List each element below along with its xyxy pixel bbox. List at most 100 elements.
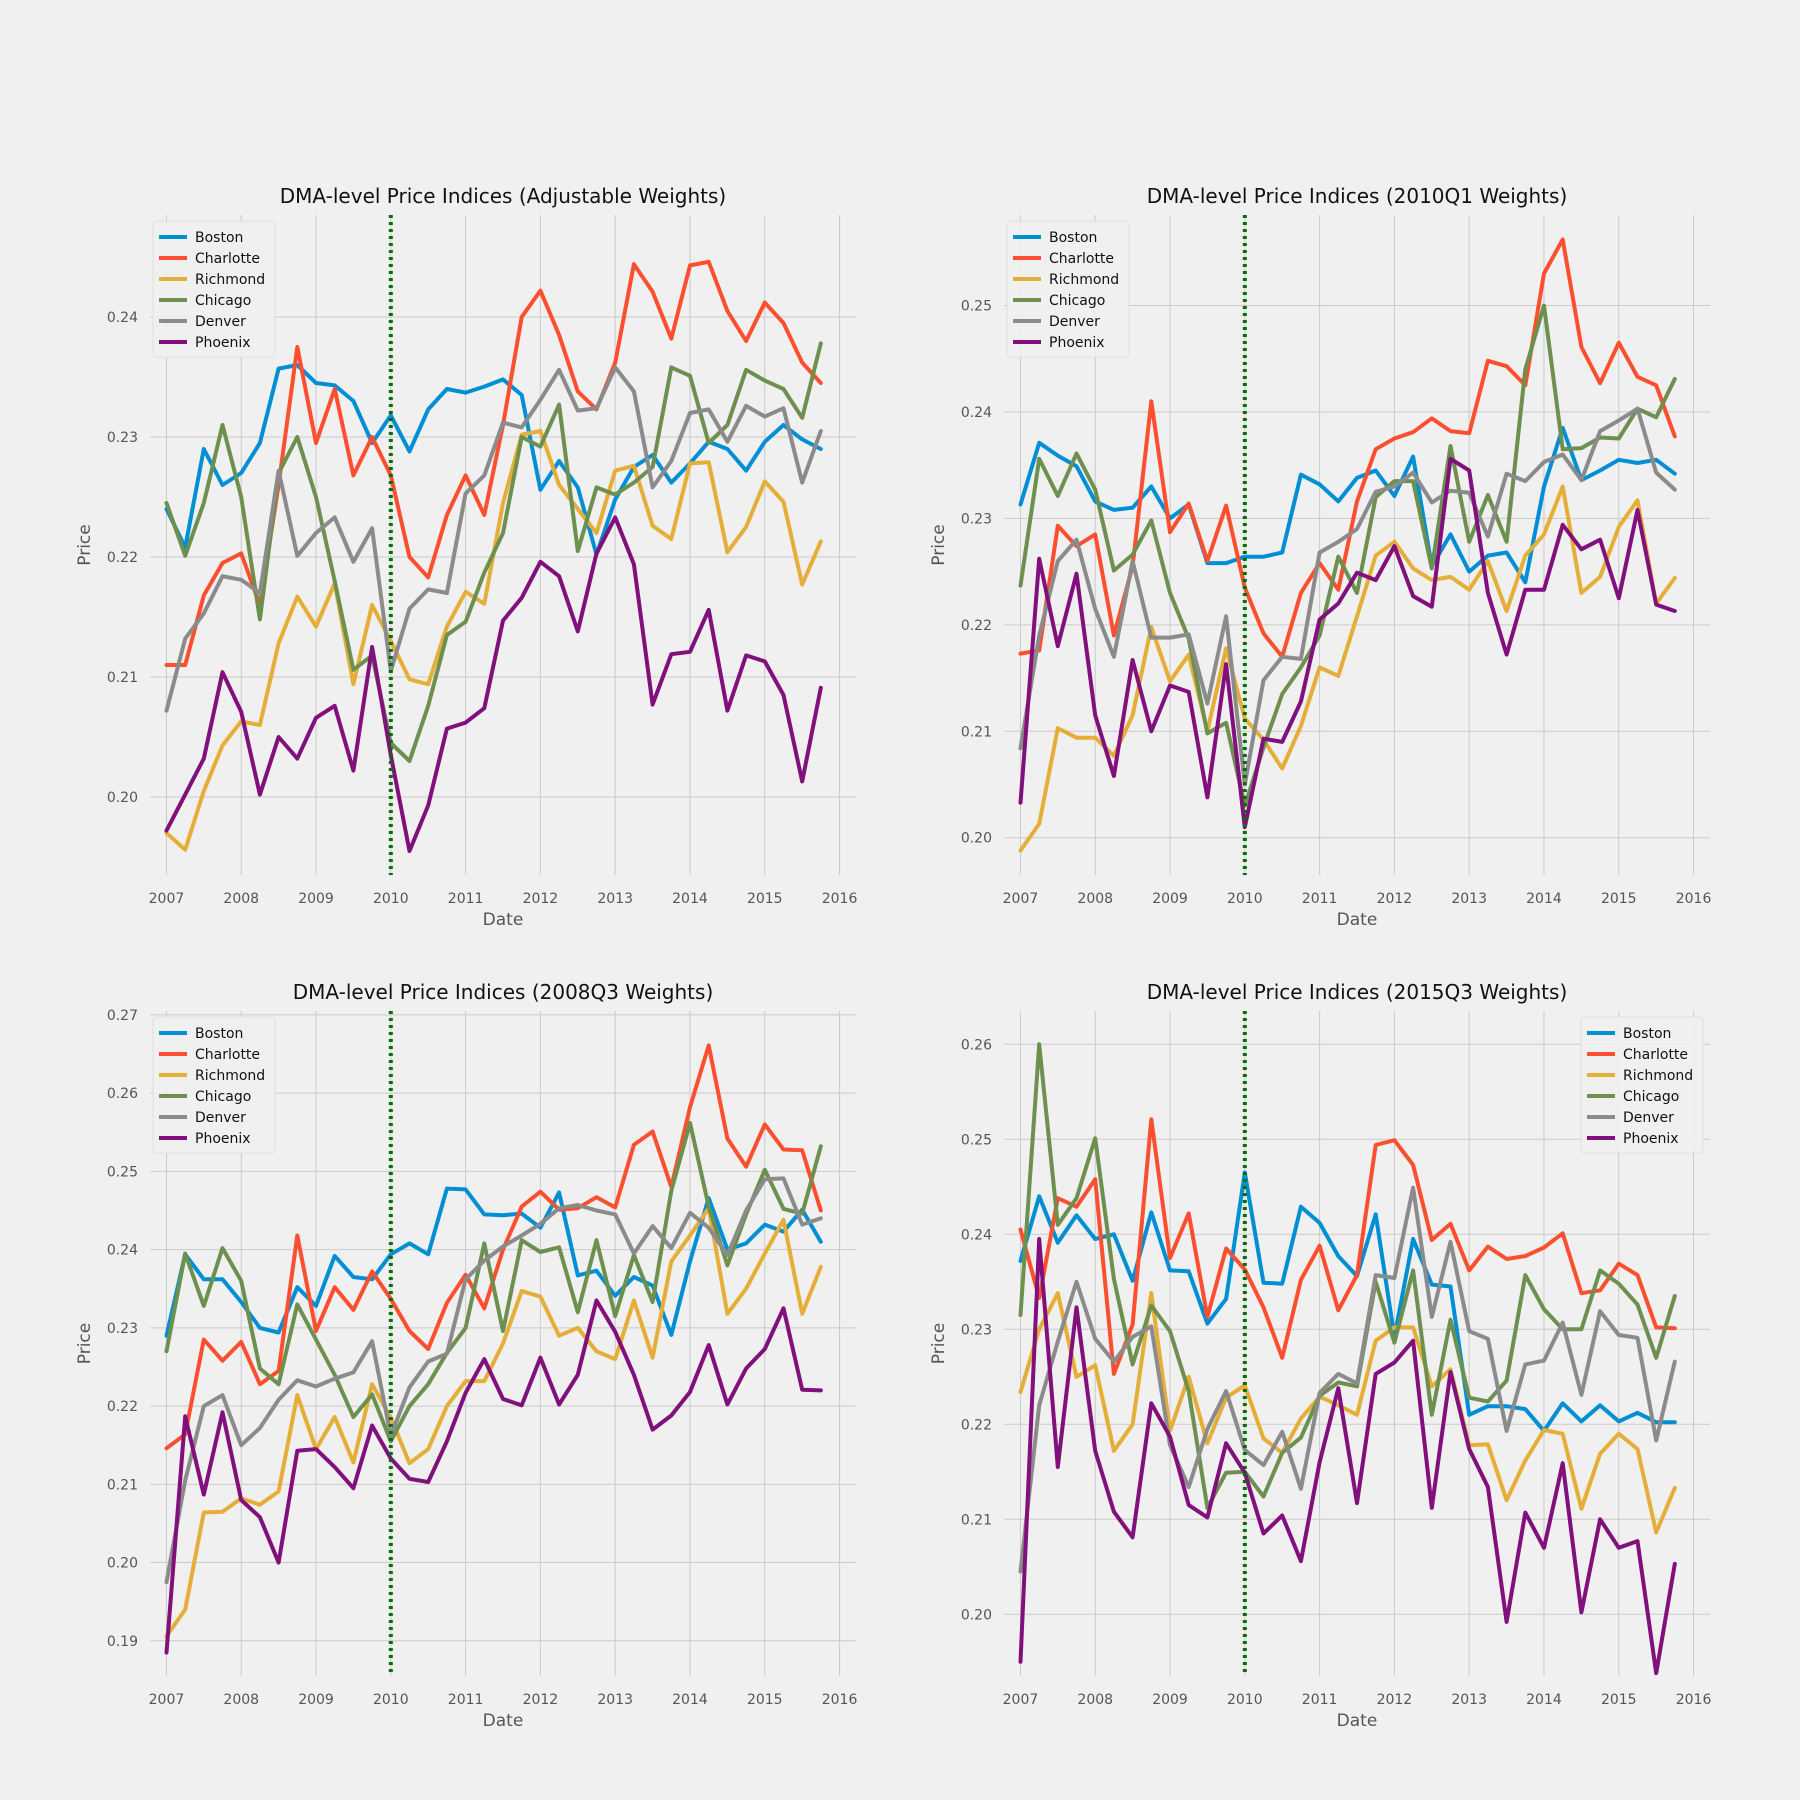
- legend-label: Charlotte: [1623, 1047, 1688, 1063]
- legend-label: Richmond: [1049, 272, 1119, 288]
- x-tick-label: 2007: [1003, 1692, 1039, 1708]
- legend-label: Denver: [195, 1110, 246, 1126]
- x-tick-label: 2011: [1302, 1692, 1338, 1708]
- x-tick-label: 2007: [149, 1692, 185, 1708]
- x-tick-label: 2016: [1676, 891, 1712, 907]
- series-line-charlotte: [1018, 1117, 1677, 1376]
- legend-label: Boston: [1623, 1026, 1671, 1042]
- legend: Boston Charlotte Richmond Chicago Denver Phoe…: [1006, 220, 1130, 358]
- y-tick-label: 0.24: [107, 310, 138, 326]
- chart-title: DMA-level Price Indices (2008Q3 Weights): [293, 980, 714, 1004]
- series-line-chicago: [164, 1120, 823, 1444]
- y-tick-label: 0.23: [961, 1322, 992, 1338]
- legend-label: Richmond: [1623, 1068, 1693, 1084]
- x-tick-label: 2014: [1526, 1692, 1562, 1708]
- legend-label: Denver: [1623, 1110, 1674, 1126]
- series-line-boston: [1018, 425, 1677, 585]
- y-tick-label: 0.21: [107, 1477, 138, 1493]
- series-line-richmond: [1018, 1291, 1677, 1535]
- y-tick-label: 0.25: [107, 1164, 138, 1180]
- y-tick-label: 0.21: [961, 724, 992, 740]
- y-axis-label: Price: [75, 1323, 95, 1364]
- y-tick-label: 0.19: [107, 1634, 138, 1650]
- series-line-boston: [164, 1186, 823, 1338]
- legend-label: Richmond: [195, 1068, 265, 1084]
- x-tick-label: 2010: [373, 1692, 409, 1708]
- x-tick-label: 2010: [1227, 1692, 1263, 1708]
- x-tick-label: 2015: [1601, 891, 1637, 907]
- series-line-denver: [164, 365, 823, 713]
- x-tick-label: 2012: [523, 1692, 559, 1708]
- x-tick-label: 2014: [1526, 891, 1562, 907]
- x-axis-label: Date: [483, 1711, 524, 1731]
- x-tick-label: 2008: [1077, 891, 1113, 907]
- x-tick-label: 2009: [298, 1692, 334, 1708]
- x-tick-label: 2013: [597, 891, 633, 907]
- legend-label: Chicago: [1623, 1089, 1679, 1105]
- x-tick-label: 2008: [223, 1692, 259, 1708]
- x-tick-label: 2015: [747, 891, 783, 907]
- y-axis-label: Price: [929, 524, 949, 565]
- y-tick-label: 0.20: [107, 1556, 138, 1572]
- legend-label: Denver: [195, 314, 246, 330]
- y-tick-label: 0.22: [961, 618, 992, 634]
- y-tick-label: 0.25: [961, 298, 992, 314]
- x-axis-label: Date: [1337, 1711, 1378, 1731]
- series-line-chicago: [1018, 303, 1677, 808]
- y-tick-label: 0.21: [961, 1512, 992, 1528]
- x-tick-label: 2009: [298, 891, 334, 907]
- x-tick-label: 2009: [1152, 1692, 1188, 1708]
- x-tick-label: 2015: [747, 1692, 783, 1708]
- x-tick-label: 2009: [1152, 891, 1188, 907]
- chart-title: DMA-level Price Indices (2015Q3 Weights): [1147, 980, 1568, 1004]
- y-tick-label: 0.25: [961, 1132, 992, 1148]
- legend-label: Phoenix: [1623, 1131, 1679, 1147]
- series-line-denver: [1018, 1185, 1677, 1574]
- y-tick-label: 0.20: [961, 1607, 992, 1623]
- legend-label: Charlotte: [1049, 251, 1114, 267]
- y-tick-label: 0.21: [107, 670, 138, 686]
- y-axis-label: Price: [75, 524, 95, 565]
- x-axis-label: Date: [1337, 910, 1378, 930]
- x-axis-label: Date: [483, 910, 524, 930]
- legend-label: Richmond: [195, 272, 265, 288]
- x-tick-label: 2011: [448, 891, 484, 907]
- legend-label: Boston: [195, 230, 243, 246]
- x-tick-label: 2014: [672, 891, 708, 907]
- legend: Boston Charlotte Richmond Chicago Denver Phoe…: [152, 1016, 276, 1154]
- x-tick-label: 2012: [1377, 1692, 1413, 1708]
- x-tick-label: 2011: [1302, 891, 1338, 907]
- chart-panel-2: 2007 2008 2009 2010 2011 2012 2013 2014 2015 2016…: [929, 184, 1711, 930]
- x-tick-label: 2011: [448, 1692, 484, 1708]
- series-line-phoenix: [1018, 1237, 1677, 1676]
- x-tick-label: 2008: [1077, 1692, 1113, 1708]
- legend-label: Boston: [195, 1026, 243, 1042]
- y-tick-label: 0.24: [107, 1243, 138, 1259]
- legend-label: Denver: [1049, 314, 1100, 330]
- x-tick-label: 2012: [1377, 891, 1413, 907]
- x-tick-label: 2007: [149, 891, 185, 907]
- legend-label: Phoenix: [195, 1131, 251, 1147]
- y-tick-label: 0.22: [107, 1399, 138, 1415]
- series-line-boston: [164, 363, 823, 557]
- series-line-phoenix: [164, 515, 823, 853]
- legend-label: Charlotte: [195, 251, 260, 267]
- y-tick-label: 0.22: [107, 550, 138, 566]
- x-tick-label: 2014: [672, 1692, 708, 1708]
- y-tick-label: 0.23: [107, 1321, 138, 1337]
- y-tick-label: 0.23: [107, 430, 138, 446]
- y-tick-label: 0.24: [961, 1227, 992, 1243]
- x-tick-label: 2007: [1003, 891, 1039, 907]
- legend-label: Chicago: [195, 1089, 251, 1105]
- y-tick-label: 0.24: [961, 405, 992, 421]
- y-tick-label: 0.20: [107, 790, 138, 806]
- x-tick-label: 2013: [1451, 1692, 1487, 1708]
- chart-title: DMA-level Price Indices (2010Q1 Weights): [1147, 184, 1568, 208]
- x-tick-label: 2016: [1676, 1692, 1712, 1708]
- series-line-phoenix: [164, 1298, 823, 1655]
- series-line-denver: [1018, 406, 1677, 787]
- series-line-richmond: [1018, 484, 1677, 853]
- y-axis-label: Price: [929, 1323, 949, 1364]
- legend-label: Chicago: [195, 293, 251, 309]
- y-tick-label: 0.23: [961, 511, 992, 527]
